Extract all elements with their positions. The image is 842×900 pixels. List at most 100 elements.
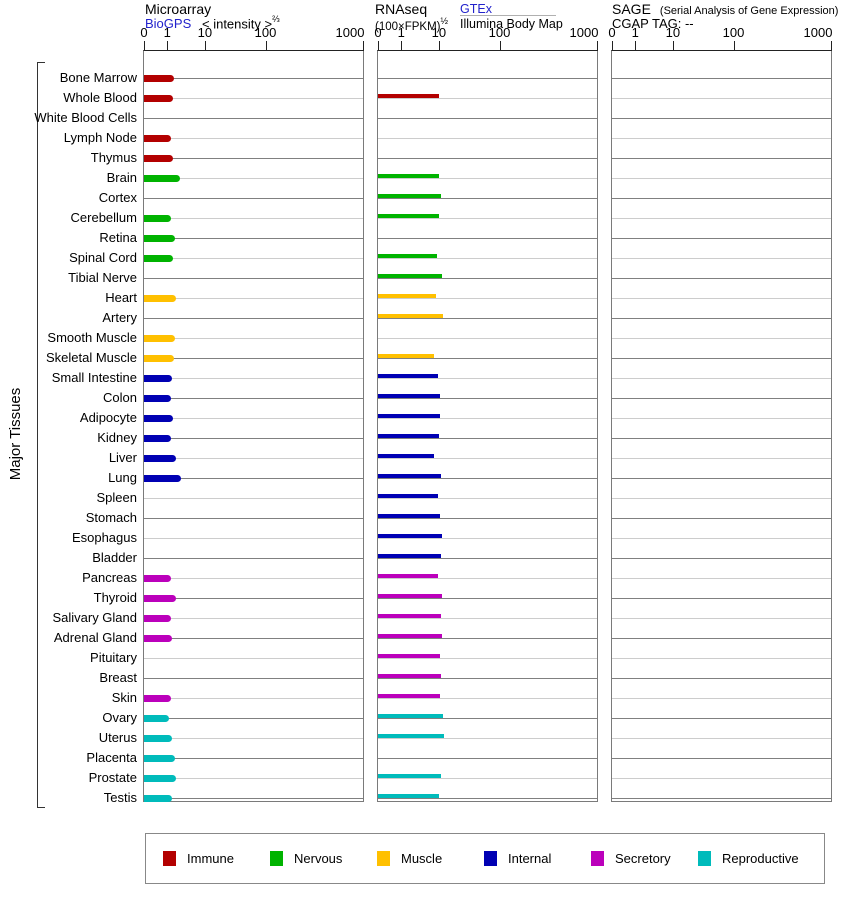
expression-bar [144,355,174,362]
expression-bar [378,794,439,798]
expression-bar [378,654,441,658]
row-baseline [378,78,597,79]
tissue-label: Spinal Cord [69,250,137,265]
row-baseline [378,598,597,599]
row-baseline [612,258,831,259]
axis-tick-label: 10 [197,25,213,40]
row-baseline [378,678,597,679]
tissue-label: Skeletal Muscle [45,350,137,365]
row-baseline [378,178,597,179]
sage-cgap-tag: CGAP TAG: -- [612,16,694,31]
expression-bar [144,435,171,442]
axis-tick-label: 0 [608,25,616,40]
expression-bar [378,294,436,298]
row-baseline [144,98,363,99]
row-baseline [612,438,831,439]
tissue-label: Breast [99,670,137,685]
row-baseline [378,118,597,119]
tissue-label: Whole Blood [63,90,137,105]
row-baseline [378,558,597,559]
row-baseline [612,598,831,599]
row-baseline [378,278,597,279]
row-baseline [378,718,597,719]
row-baseline [612,638,831,639]
expression-bar [378,634,443,638]
legend-label: Internal [508,851,552,866]
expression-bar [144,595,176,602]
expression-bar [378,434,439,438]
tissue-label: Prostate [88,770,137,785]
axis-tick-label: 1000 [569,25,599,40]
row-baseline [378,538,597,539]
tissue-label: Liver [108,450,137,465]
rnaseq-scale-label: (100×FPKM)½ [375,16,449,33]
axis-tick [378,41,379,51]
row-baseline [378,478,597,479]
tissue-label: Lymph Node [63,130,137,145]
expression-bar [378,474,441,478]
row-baseline [144,598,363,599]
expression-bar [144,375,172,382]
axis-tick-label: 0 [140,25,148,40]
axis-tick [363,41,364,51]
gtex-underline [460,15,556,16]
row-baseline [378,438,597,439]
row-baseline [378,738,597,739]
row-baseline [378,758,597,759]
row-baseline [144,358,363,359]
row-baseline [378,418,597,419]
row-baseline [612,138,831,139]
legend-item: Immune [146,851,253,866]
row-baseline [378,338,597,339]
biogps-link[interactable]: BioGPS [145,16,192,31]
expression-bar [378,254,437,258]
row-baseline [144,218,363,219]
expression-bar [378,734,445,738]
legend-swatch-icon [377,851,390,866]
tissue-label: Testis [103,790,137,805]
row-baseline [144,298,363,299]
expression-bar [378,314,443,318]
tissue-label: Colon [103,390,137,405]
expression-bar [144,255,174,262]
row-baseline [612,398,831,399]
row-baseline [378,258,597,259]
gtex-link[interactable]: GTEx [460,2,492,16]
rnaseq-title: RNAseq [375,1,428,17]
expression-bar [144,455,176,462]
row-baseline [144,498,363,499]
tissue-label: White Blood Cells [34,110,137,125]
expression-bar [144,295,176,302]
expression-bar [378,94,439,98]
tissue-label: Stomach [85,510,137,525]
tissue-label: Cerebellum [70,210,137,225]
row-baseline [144,638,363,639]
row-baseline [612,758,831,759]
expression-bar [144,235,176,242]
axis-tick-label: 0 [374,25,382,40]
expression-bar [378,374,438,378]
row-baseline [612,558,831,559]
tissue-label: Esophagus [71,530,137,545]
expression-bar [378,174,439,178]
expression-bar [378,414,441,418]
axis-tick-label: 100 [722,25,745,40]
axis-tick-label: 1 [631,25,639,40]
tissue-label: Kidney [97,430,137,445]
sage-panel: 0 1 10 100 1000 [608,25,832,802]
expression-bar [144,795,172,802]
tissue-label: Bladder [92,550,137,565]
row-baseline [612,658,831,659]
expression-bar [378,694,441,698]
tissue-bracket [37,62,45,808]
row-baseline [144,658,363,659]
microarray-scale-exponent: ⅔ [272,14,280,24]
row-baseline [612,618,831,619]
tissue-label: Retina [99,230,137,245]
expression-bar [144,395,171,402]
row-baseline [378,638,597,639]
row-baseline [378,238,597,239]
row-baseline [144,698,363,699]
row-baseline [144,258,363,259]
row-baseline [378,778,597,779]
